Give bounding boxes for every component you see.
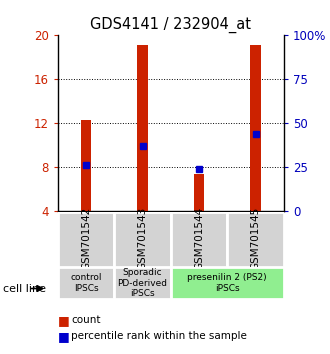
Bar: [58, 267, 114, 299]
Text: percentile rank within the sample: percentile rank within the sample: [71, 331, 247, 341]
Text: count: count: [71, 315, 100, 325]
Text: GSM701544: GSM701544: [194, 207, 204, 270]
Bar: [171, 212, 227, 267]
Bar: [58, 212, 114, 267]
Text: Sporadic
PD-derived
iPSCs: Sporadic PD-derived iPSCs: [117, 268, 168, 298]
Bar: [250, 45, 261, 212]
Bar: [137, 45, 148, 212]
Bar: [81, 120, 91, 212]
Bar: [194, 175, 204, 212]
Text: GSM701545: GSM701545: [250, 207, 261, 270]
Bar: [114, 212, 171, 267]
Text: ■: ■: [58, 330, 70, 343]
Bar: [171, 267, 284, 299]
Text: GSM701543: GSM701543: [138, 207, 148, 270]
Text: ■: ■: [58, 314, 70, 327]
Bar: [114, 267, 171, 299]
Text: cell line: cell line: [3, 284, 46, 293]
Text: control
IPSCs: control IPSCs: [70, 274, 102, 293]
Title: GDS4141 / 232904_at: GDS4141 / 232904_at: [90, 16, 251, 33]
Text: GSM701542: GSM701542: [81, 207, 91, 270]
Bar: [227, 212, 284, 267]
Text: presenilin 2 (PS2)
iPSCs: presenilin 2 (PS2) iPSCs: [187, 274, 267, 293]
